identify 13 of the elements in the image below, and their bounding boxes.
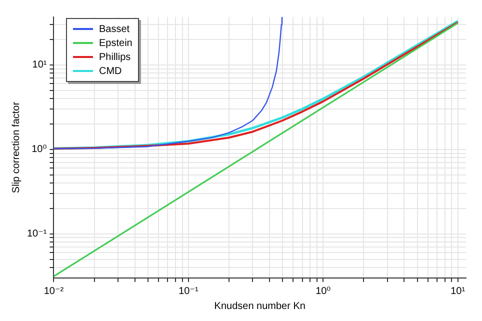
y-tick-label: 10¹ — [32, 60, 48, 71]
y-tick-label: 10⁻¹ — [26, 228, 48, 240]
legend-label: Phillips — [99, 52, 131, 62]
x-tick-label: 10⁻¹ — [178, 286, 199, 297]
legend-label: Epstein — [99, 38, 132, 48]
x-tick-label: 10⁻² — [44, 286, 64, 297]
x-tick-label: 10⁰ — [316, 286, 331, 297]
x-tick-label: 10¹ — [450, 286, 466, 297]
legend-label: CMD — [99, 66, 122, 76]
y-tick-label: 10⁰ — [32, 144, 47, 156]
legend-label: Basset — [99, 24, 130, 34]
y-axis-title: Slip correction factor — [10, 101, 22, 194]
x-axis-title: Knudsen number Kn — [214, 300, 306, 312]
